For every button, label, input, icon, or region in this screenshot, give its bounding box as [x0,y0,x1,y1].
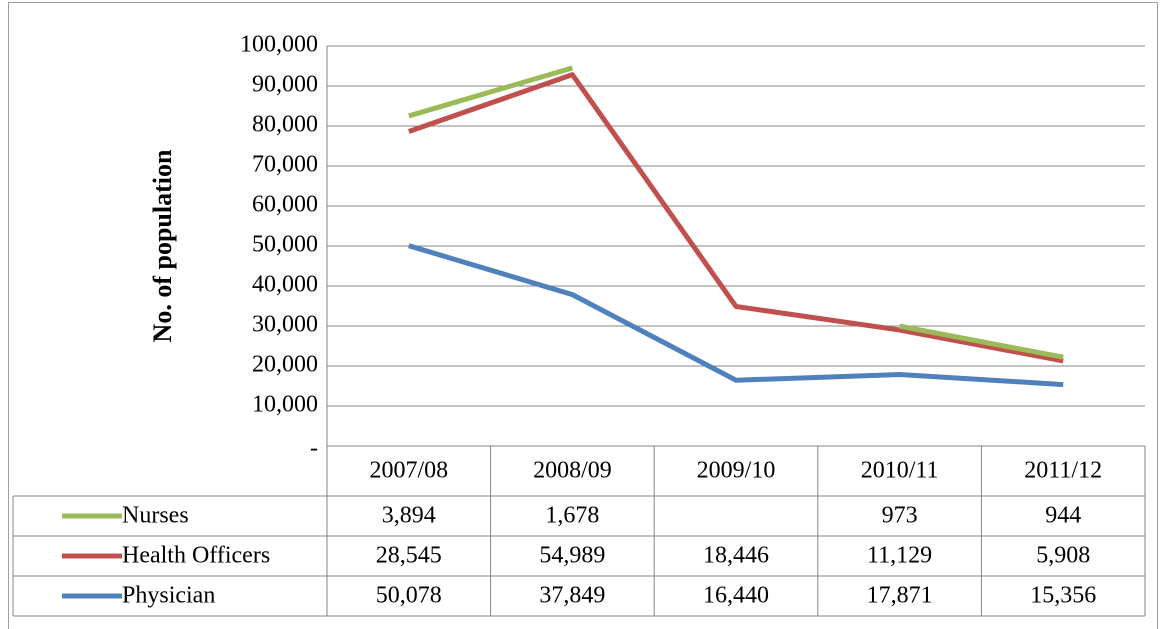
table-value: 5,908 [1036,543,1090,569]
table-value: 37,849 [539,583,605,609]
table-value: 3,894 [382,503,436,529]
y-tick-label: 60,000 [252,192,318,218]
table-value: 28,545 [376,543,442,569]
y-tick-label: - [310,436,318,462]
table-value: 18,446 [703,543,769,569]
series-line [408,65,1064,360]
y-tick-label: 30,000 [252,312,318,338]
y-tick-label: 10,000 [252,392,318,418]
legend-label: Physician [122,583,215,609]
table-value: 54,989 [539,543,605,569]
chart-border [8,2,1158,629]
series-line [407,72,1064,364]
series-line [408,243,1064,388]
table-value: 15,356 [1030,583,1096,609]
y-tick-label: 70,000 [252,152,318,178]
table-value: 11,129 [867,543,932,569]
y-axis-title: No. of population [148,149,177,342]
x-tick-label: 2008/09 [533,458,612,484]
table-value: 50,078 [376,583,442,609]
y-tick-label: 50,000 [252,232,318,258]
legend-label: Nurses [122,503,189,529]
x-tick-label: 2007/08 [369,458,448,484]
table-value: 16,440 [703,583,769,609]
x-tick-label: 2010/11 [861,458,939,484]
table-value: 17,871 [867,583,933,609]
table-value: 1,678 [545,503,599,529]
y-tick-label: 100,000 [240,32,318,58]
y-tick-label: 40,000 [252,272,318,298]
table-value: 944 [1045,503,1081,529]
legend-label: Health Officers [122,543,270,569]
y-tick-label: 90,000 [252,72,318,98]
x-tick-label: 2011/12 [1024,458,1102,484]
table-value: 973 [882,503,918,529]
x-tick-label: 2009/10 [697,458,776,484]
y-tick-label: 20,000 [252,352,318,378]
y-tick-label: 80,000 [252,112,318,138]
